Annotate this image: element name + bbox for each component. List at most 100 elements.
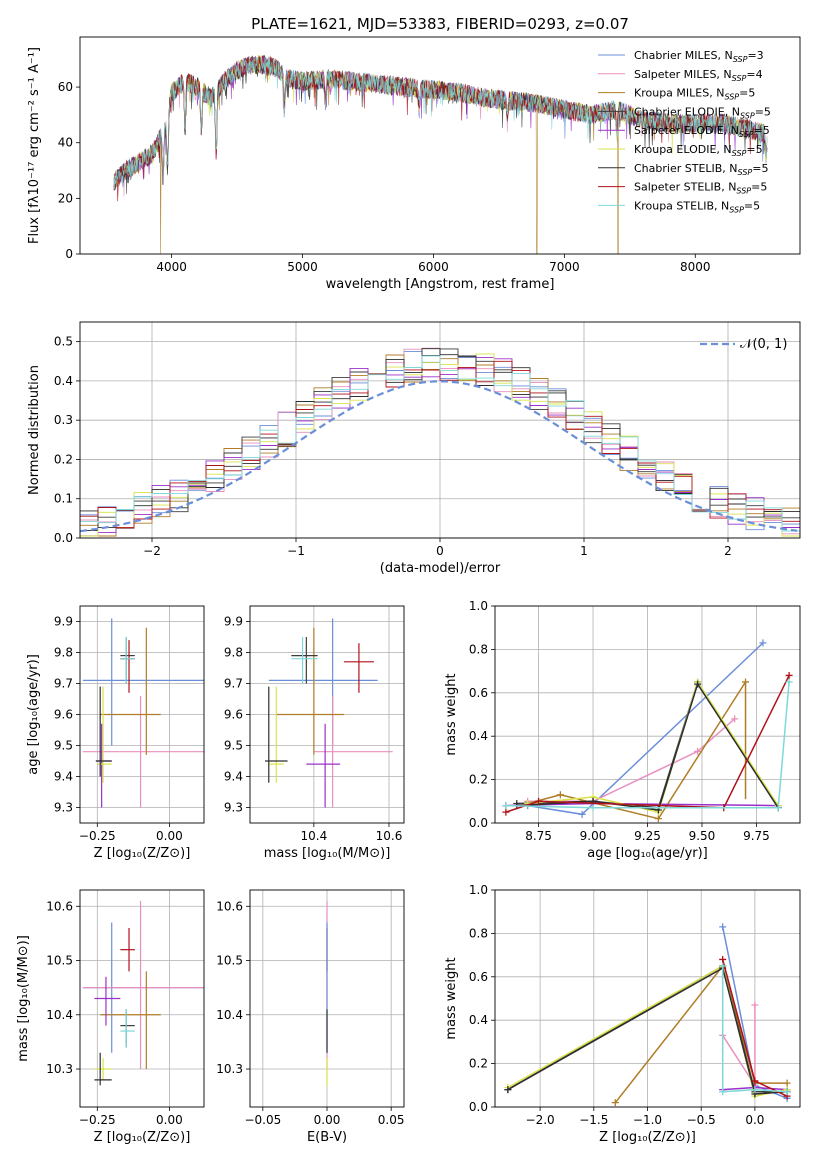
x-axis-label: E(B-V): [307, 1130, 347, 1145]
data-point-6: [97, 686, 112, 783]
panel-age-vs-mass: 10.4 10.6 9.3 9.4 9.5 9.6 9.7 9.8 9.9 mass [log₁₀…: [224, 605, 405, 861]
data-point-7: [94, 1052, 112, 1086]
legend-text: Kroupa MILES, N: [634, 87, 724, 100]
weight-marker: [502, 802, 510, 810]
data-point-2: [82, 900, 204, 1070]
x-tick-label: 0.0: [745, 1113, 764, 1127]
weight-marker: [694, 747, 702, 755]
plot-area: [502, 639, 793, 823]
y-tick-label: 0.8: [469, 926, 488, 940]
panel-age-vs-Z: −0.25 0.00 9.3 9.4 9.5 9.6 9.7 9.8 9.9 Z [log₁₀(Z…: [26, 605, 205, 861]
legend-text: Chabrier MILES, N: [634, 49, 733, 62]
weight-marker: [719, 955, 727, 963]
y-tick-label: 10.4: [46, 1008, 73, 1022]
plot-area: [504, 923, 791, 1107]
panel-residuals: −2 −1 0 1 2 0.0 0.1 0.2 0.3 0.4 0.5 (data-model)/er…: [27, 321, 801, 576]
y-tick-label: 0.3: [54, 413, 73, 427]
axes-frame: [79, 889, 205, 1108]
x-tick-label: −0.25: [79, 829, 116, 843]
figure-title: PLATE=1621, MJD=53383, FIBERID=0293, z=0…: [251, 15, 629, 33]
weight-series-9: [719, 962, 791, 1096]
y-tick-label: 10.3: [216, 1062, 243, 1076]
legend-text: Chabrier ELODIE, N: [634, 105, 740, 118]
y-tick-label: 0.2: [469, 1057, 488, 1071]
data-point-3: [100, 971, 161, 1070]
legend-text: Kroupa ELODIE, N: [634, 143, 732, 156]
legend-subscript: SSP: [729, 205, 744, 214]
x-tick-label: 0.00: [314, 1113, 341, 1127]
data-point-1: [82, 618, 204, 746]
y-tick-label: 9.6: [224, 708, 243, 722]
plot-area: [82, 900, 204, 1086]
y-tick-label: 9.3: [224, 801, 243, 815]
y-tick-label: 9.8: [54, 646, 73, 660]
y-tick-label: 0.6: [469, 970, 488, 984]
legend-suffix: =4: [746, 68, 762, 81]
y-tick-label: 0.1: [54, 492, 73, 506]
legend-label-1: Chabrier MILES, NSSP=3: [634, 49, 764, 64]
x-tick-label: −0.05: [244, 1113, 281, 1127]
y-tick-label: 9.7: [224, 677, 243, 691]
weight-marker: [535, 797, 543, 805]
y-tick-label: 0.0: [469, 816, 488, 830]
x-tick-label: 8000: [680, 260, 711, 274]
x-tick-label: −2: [143, 544, 161, 558]
x-tick-label: 0.00: [156, 829, 183, 843]
y-axis-label: Normed distribution: [27, 365, 42, 495]
legend-text: Salpeter ELODIE, N: [634, 124, 739, 137]
y-tick-label: 9.9: [54, 615, 73, 629]
y-tick-label: 0.2: [54, 452, 73, 466]
x-axis-label: Z [log₁₀(Z/Z⊙)]: [599, 1130, 696, 1145]
weight-marker: [502, 808, 510, 816]
y-tick-label: 0.0: [469, 1100, 488, 1114]
weight-series-1: [524, 639, 767, 818]
legend-label-3: Kroupa MILES, NSSP=5: [634, 87, 755, 102]
weight-marker: [589, 804, 597, 812]
plot-area: [113, 54, 768, 254]
y-tick-label: 9.4: [224, 770, 243, 784]
legend-subscript: SSP: [740, 111, 755, 120]
weight-marker: [719, 962, 727, 970]
data-point-5: [95, 723, 112, 808]
axes-frame: [249, 889, 405, 1108]
legend-label-9: Kroupa STELIB, NSSP=5: [634, 199, 760, 214]
weight-marker: [731, 715, 739, 723]
data-point-3: [100, 627, 161, 755]
weight-series-2: [524, 715, 739, 805]
weight-line: [721, 966, 788, 1093]
data-point-1: [268, 618, 378, 746]
legend-subscript: SSP: [739, 130, 754, 139]
y-tick-label: 10.6: [216, 899, 243, 913]
x-axis-label: Z [log₁₀(Z/Z⊙)]: [94, 846, 191, 861]
x-tick-label: −0.25: [79, 1113, 116, 1127]
legend-subscript: SSP: [732, 149, 747, 158]
weight-series-9: [502, 678, 793, 812]
legend-normal-label: 𝒩(0, 1): [740, 337, 787, 352]
weight-marker: [751, 1086, 759, 1094]
x-tick-label: 0.05: [378, 1113, 405, 1127]
legend-label-6: Kroupa ELODIE, NSSP=5: [634, 143, 763, 158]
axes-frame: [249, 605, 405, 824]
weight-line: [507, 966, 788, 1095]
y-tick-label: 10.5: [216, 954, 243, 968]
x-tick-label: 9.00: [580, 829, 607, 843]
legend-suffix: =5: [744, 199, 760, 212]
data-point-8: [343, 643, 374, 693]
y-tick-label: 9.8: [224, 646, 243, 660]
data-point-5: [94, 976, 121, 1026]
legend-label-2: Salpeter MILES, NSSP=4: [634, 68, 763, 83]
y-tick-label: 0.2: [469, 773, 488, 787]
axes-frame: [79, 321, 801, 539]
x-tick-label: 9.75: [743, 829, 770, 843]
x-axis-label: mass [log₁₀(M/M⊙)]: [264, 846, 391, 861]
legend-suffix: =5: [739, 87, 755, 100]
legend-suffix: =5: [752, 162, 768, 175]
axes-frame: [494, 889, 801, 1108]
weight-marker: [611, 1099, 619, 1107]
y-tick-label: 9.5: [224, 739, 243, 753]
y-tick-label: 10.3: [46, 1062, 73, 1076]
x-axis-label: wavelength [Angstrom, rest frame]: [326, 277, 555, 292]
plot-area: [80, 347, 800, 538]
y-tick-label: 0.5: [54, 335, 73, 349]
x-tick-label: 0.00: [156, 1113, 183, 1127]
